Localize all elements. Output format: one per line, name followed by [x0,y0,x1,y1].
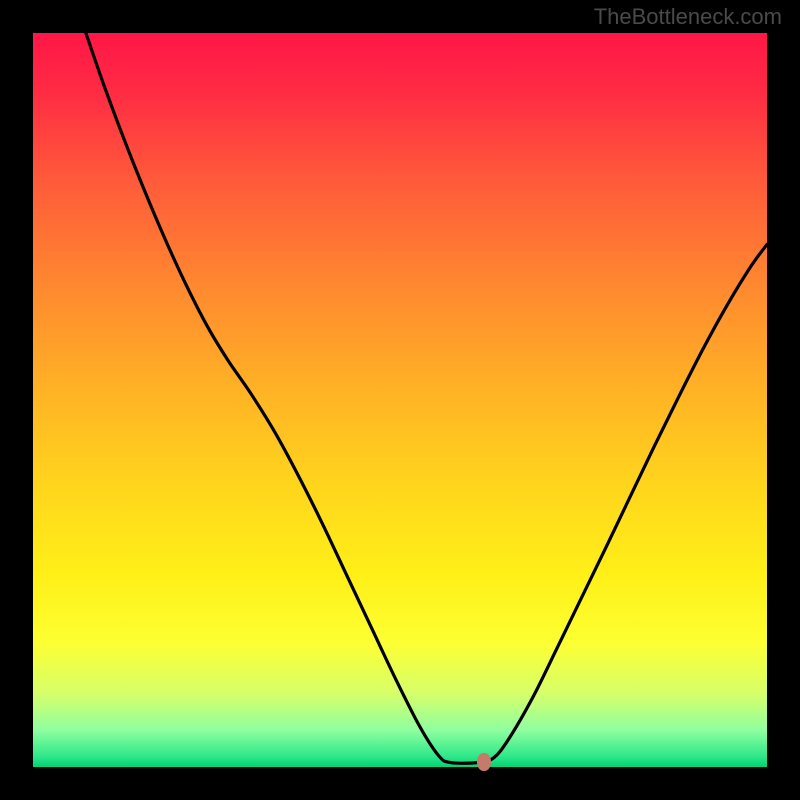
watermark-text: TheBottleneck.com [594,4,782,30]
optimal-point-marker [477,753,491,771]
chart-background [33,33,767,767]
chart-svg [33,33,767,767]
chart-area [33,33,767,767]
